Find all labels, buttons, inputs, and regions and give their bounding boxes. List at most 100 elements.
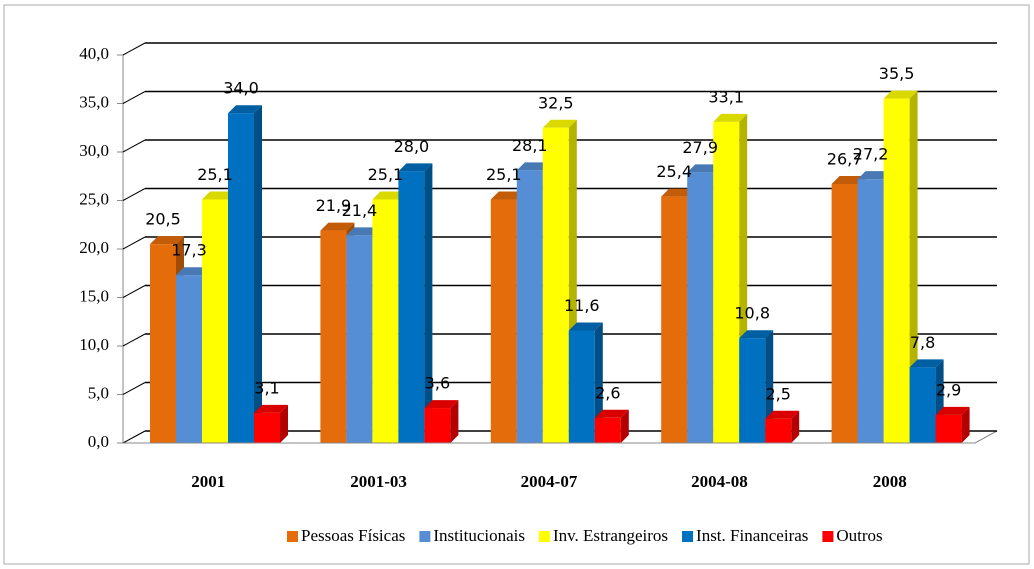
grid-line <box>122 188 146 201</box>
bar <box>490 199 517 443</box>
data-label: 25,1 <box>368 165 404 184</box>
bar-top <box>202 191 236 200</box>
data-label: 3,1 <box>254 378 279 397</box>
bar-top <box>516 162 551 171</box>
legend-swatch <box>682 531 694 542</box>
bar-top <box>176 267 210 276</box>
grid-line <box>122 42 146 56</box>
bar-top <box>424 400 459 409</box>
legend-swatch <box>419 531 431 542</box>
data-label: 2,9 <box>936 380 961 399</box>
x-tick-label: 2001 <box>191 472 225 491</box>
grid-line <box>122 236 146 250</box>
legend-swatch <box>287 531 298 542</box>
data-label: 11,6 <box>564 296 600 315</box>
bar <box>176 275 202 443</box>
data-label: 10,8 <box>734 304 770 323</box>
y-tick-label: 20,0 <box>79 238 109 257</box>
bar <box>909 367 936 443</box>
bar-side <box>450 400 459 443</box>
data-label: 2,5 <box>765 384 790 403</box>
bar-top <box>346 227 381 236</box>
data-label: 20,5 <box>145 210 181 229</box>
bar <box>372 199 399 443</box>
y-tick-label: 0,0 <box>88 432 109 451</box>
bar <box>594 417 621 443</box>
bar <box>765 418 792 443</box>
data-label: 27,9 <box>682 138 718 157</box>
grid-line <box>122 139 146 153</box>
y-tick-label: 35,0 <box>79 92 109 111</box>
data-label: 2,6 <box>595 383 620 402</box>
data-label: 28,1 <box>512 136 548 155</box>
bar <box>516 170 543 443</box>
bar <box>346 235 373 443</box>
x-tick-label: 2001-03 <box>350 472 407 491</box>
y-tick-label: 40,0 <box>79 44 109 63</box>
grid-line <box>122 285 146 298</box>
x-tick-label: 2004-07 <box>521 472 578 491</box>
y-tick-label: 15,0 <box>79 286 109 305</box>
y-tick-label: 5,0 <box>88 383 109 402</box>
data-label: 28,0 <box>394 137 430 156</box>
bar <box>713 121 740 444</box>
bar-top <box>935 406 970 415</box>
bar-top <box>713 113 748 122</box>
bar-side <box>620 409 629 443</box>
bar <box>935 414 962 443</box>
data-label: 25,4 <box>656 162 692 181</box>
bar <box>202 199 228 443</box>
bar-top <box>372 191 407 200</box>
bar-side <box>909 90 918 444</box>
bar <box>687 172 714 443</box>
bar-top <box>661 188 696 197</box>
bar-top <box>398 163 433 172</box>
bar <box>424 408 451 443</box>
bar <box>150 244 176 443</box>
data-label: 21,9 <box>316 196 352 215</box>
bar-top <box>150 236 184 245</box>
x-tick-label: 2008 <box>873 472 907 491</box>
bar-top <box>831 176 866 185</box>
data-label: 32,5 <box>538 93 574 112</box>
data-label: 25,1 <box>197 165 233 184</box>
bar-top <box>568 322 603 331</box>
bar-top <box>857 171 892 180</box>
data-label: 25,1 <box>486 165 522 184</box>
bar-side <box>254 105 262 443</box>
data-label: 17,3 <box>171 241 207 260</box>
legend-label: Institucionais <box>433 526 525 545</box>
bar-top <box>320 222 355 231</box>
bar-side <box>961 406 970 443</box>
legend-swatch <box>538 531 550 542</box>
bar-top <box>687 164 722 173</box>
bar-top <box>542 119 577 128</box>
bar-top <box>909 359 944 368</box>
bar-side <box>791 410 800 443</box>
bar-top <box>765 410 800 419</box>
bar-top <box>490 191 525 200</box>
bar <box>542 127 569 443</box>
bar-top <box>883 90 918 99</box>
bar <box>228 113 254 443</box>
bar <box>831 184 858 443</box>
bar <box>883 98 910 444</box>
bar-top <box>228 105 262 114</box>
bar-side <box>424 163 433 443</box>
bar <box>857 179 884 443</box>
legend-label: Inv. Estrangeiros <box>553 526 668 545</box>
bar <box>254 412 280 443</box>
grid-line <box>122 91 146 104</box>
data-label: 27,2 <box>853 145 889 164</box>
bar-top <box>254 404 288 413</box>
legend-label: Outros <box>836 526 882 545</box>
grid-line <box>122 430 146 444</box>
bar <box>739 338 766 443</box>
legend-swatch <box>822 531 834 542</box>
bar-side <box>280 404 288 443</box>
data-label: 34,0 <box>223 79 259 98</box>
data-label: 21,4 <box>342 201 378 220</box>
data-label: 35,5 <box>879 64 915 83</box>
bar-top <box>739 330 774 339</box>
